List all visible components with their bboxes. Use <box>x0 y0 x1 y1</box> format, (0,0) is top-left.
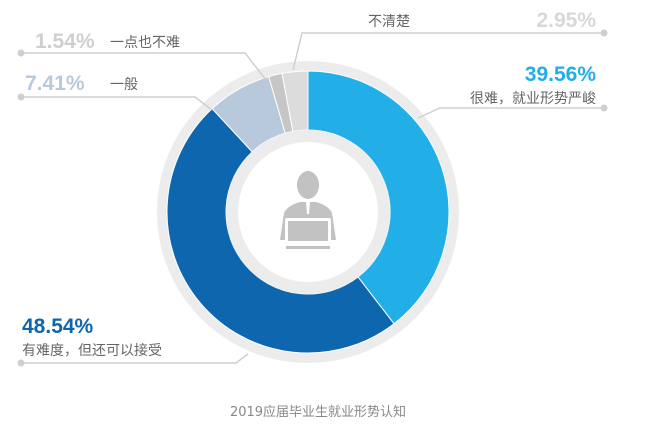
value-not-hard: 1.54% <box>35 30 95 53</box>
leader-lines <box>22 32 603 364</box>
leader-line-unclear <box>292 32 603 71</box>
value-unclear: 2.95% <box>536 9 596 32</box>
label-not-hard: 一点也不难 <box>110 35 180 51</box>
leader-dots <box>17 29 608 367</box>
chart-title: 2019应届毕业生就业形势认知 <box>230 404 406 420</box>
label-difficult: 有难度，但还可以接受 <box>22 342 162 359</box>
slice-1 <box>166 107 395 354</box>
value-difficult: 48.54% <box>22 315 94 338</box>
leader-line-very-hard <box>417 107 603 119</box>
label-unclear: 不清楚 <box>368 14 410 30</box>
label-average: 一般 <box>110 77 138 93</box>
label-very-hard: 很难，就业形势严峻 <box>470 91 596 107</box>
value-very-hard: 39.56% <box>525 63 597 86</box>
value-average: 7.41% <box>25 72 85 95</box>
leader-line-average <box>22 96 213 111</box>
person-at-laptop-icon <box>280 171 336 249</box>
leader-line-not-hard <box>22 52 267 81</box>
leader-line-difficult <box>22 353 249 364</box>
